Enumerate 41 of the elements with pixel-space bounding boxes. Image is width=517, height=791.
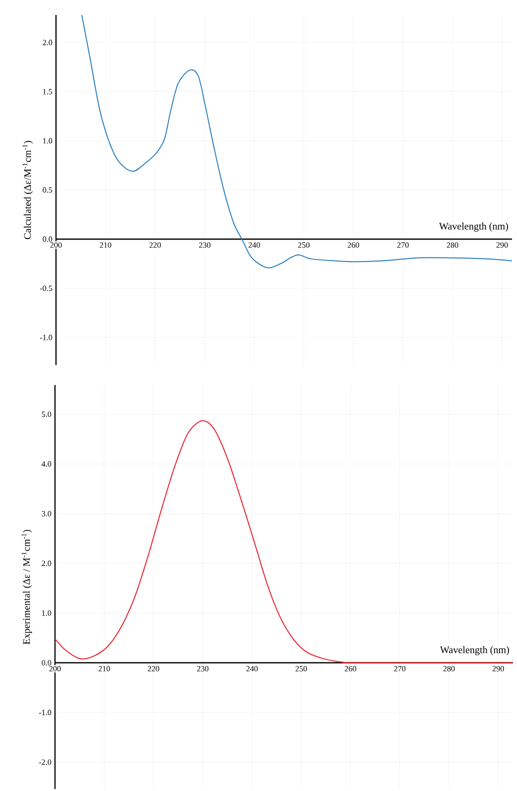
y-tick-label: 5.0 <box>42 412 52 418</box>
x-tick-label: 230 <box>197 666 208 672</box>
x-tick-label: 240 <box>248 242 260 248</box>
x-tick-label: 280 <box>446 242 458 248</box>
x-tick-label: 250 <box>298 242 310 248</box>
y-tick-label: -1.0 <box>39 710 52 716</box>
y-axis-title: Experimental (Δε / M$^{-1}$cm$^{-1}$) <box>22 530 32 644</box>
y-tick-label: 0.0 <box>42 236 52 242</box>
x-tick-label: 200 <box>49 666 61 672</box>
y-tick-label: -1.0 <box>40 334 52 340</box>
x-tick-label: 210 <box>100 242 112 248</box>
x-axis-title: Wavelength (nm) <box>440 646 510 656</box>
x-axis-title: Wavelength (nm) <box>439 222 508 232</box>
y-tick-label: 3.0 <box>42 510 52 516</box>
x-tick-label: 220 <box>149 242 161 248</box>
y-tick-label: 2.0 <box>42 560 52 566</box>
x-tick-label: 260 <box>344 666 356 672</box>
y-tick-label: -2.0 <box>39 759 52 765</box>
x-tick-label: 260 <box>348 242 360 248</box>
x-tick-label: 290 <box>496 242 508 248</box>
y-tick-label: 1.0 <box>43 138 52 144</box>
y-tick-label: 2.0 <box>42 40 52 46</box>
x-tick-label: 230 <box>199 242 210 248</box>
y-tick-label: 0.5 <box>42 187 52 193</box>
y-tick-label: 1.0 <box>42 610 52 616</box>
x-tick-label: 250 <box>296 666 307 672</box>
x-tick-label: 200 <box>50 242 62 248</box>
x-tick-label: 240 <box>246 666 258 672</box>
y-tick-label: 1.5 <box>43 88 52 94</box>
x-tick-label: 290 <box>492 666 504 672</box>
y-axis-title: Calculated (Δε/M$^{-1}$cm$^{-1}$) <box>22 140 33 240</box>
x-tick-label: 280 <box>443 666 455 672</box>
y-tick-label: -0.5 <box>40 286 52 292</box>
x-tick-label: 220 <box>148 666 160 672</box>
y-tick-label: 0.0 <box>42 660 52 666</box>
y-tick-label: 4.0 <box>42 461 52 467</box>
line-series <box>81 14 512 268</box>
x-tick-label: 210 <box>98 666 110 672</box>
line-series <box>55 420 513 664</box>
x-tick-label: 270 <box>394 666 406 672</box>
x-tick-label: 270 <box>397 242 409 248</box>
